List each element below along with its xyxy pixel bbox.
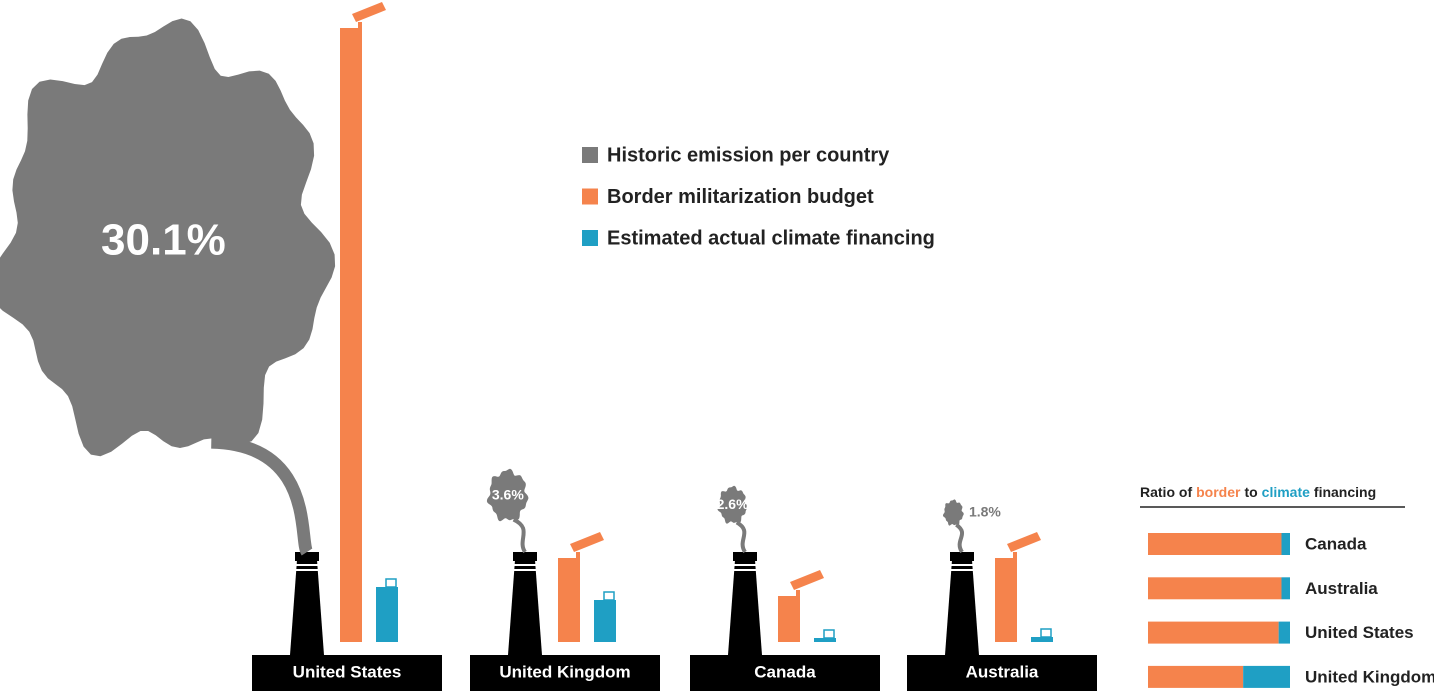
emission-cloud — [717, 485, 748, 524]
chimney-stripe — [296, 569, 318, 571]
camera-mount — [796, 590, 800, 596]
chimney — [945, 560, 979, 655]
chimney-stripe — [296, 564, 318, 566]
house-icon — [385, 578, 397, 588]
chimney-stripe — [514, 569, 536, 571]
smoke-trail — [512, 517, 527, 554]
bar — [594, 600, 616, 642]
bar — [995, 558, 1017, 642]
camera-icon — [790, 570, 824, 590]
bar — [558, 558, 580, 642]
emission-label: 3.6% — [492, 486, 524, 502]
ratio-title-part: financing — [1314, 484, 1376, 500]
legend-label: Historic emission per country — [607, 144, 890, 166]
camera-mount — [1013, 552, 1017, 558]
ratio-category: United Kingdom — [1305, 667, 1434, 686]
ratio-segment — [1148, 533, 1282, 555]
chimney-stripe — [734, 564, 756, 566]
category-label: Canada — [754, 662, 816, 681]
bar — [778, 596, 800, 642]
ratio-segment — [1281, 533, 1290, 555]
ground-block — [470, 655, 660, 691]
emission-cloud — [0, 18, 336, 457]
category-label: United Kingdom — [499, 662, 630, 681]
house-icon — [1040, 628, 1052, 638]
ratio-title-part: to — [1244, 484, 1257, 500]
ratio-segment — [1148, 621, 1279, 644]
chimney — [290, 560, 324, 655]
legend-label: Border militarization budget — [607, 186, 874, 208]
category-label: Australia — [966, 662, 1039, 681]
camera-mount — [358, 22, 362, 28]
smoke-trail — [954, 523, 965, 554]
ratio-segment — [1278, 621, 1290, 644]
category-label: United States — [293, 662, 402, 681]
emission-label: 2.6% — [717, 496, 749, 512]
ratio-title-part: climate — [1262, 484, 1310, 500]
ground-block — [907, 655, 1097, 691]
ground-block — [252, 655, 442, 691]
ratio-category: United States — [1305, 623, 1414, 642]
ratio-category: Australia — [1305, 579, 1378, 598]
chimney-stripe — [734, 569, 756, 571]
bar — [340, 28, 362, 642]
chimney-cap — [733, 552, 757, 561]
ratio-title-part: Ratio of — [1140, 484, 1192, 500]
legend-swatch — [582, 188, 598, 205]
camera-icon — [352, 2, 386, 22]
emission-cloud — [486, 468, 529, 522]
chimney — [508, 560, 542, 655]
legend-swatch — [582, 230, 598, 246]
chimney-cap — [513, 552, 537, 561]
legend-label: Estimated actual climate financing — [607, 227, 935, 249]
bar — [376, 587, 398, 642]
ratio-segment — [1243, 665, 1290, 688]
camera-icon — [1007, 532, 1041, 552]
ratio-segment — [1148, 577, 1282, 600]
bar — [814, 638, 836, 642]
chimney-stripe — [951, 564, 973, 566]
smoke-trail — [735, 520, 747, 554]
emission-label: 1.8% — [969, 504, 1001, 520]
emission-label: 30.1% — [101, 215, 226, 264]
chimney-stripe — [514, 564, 536, 566]
ratio-segment — [1281, 577, 1290, 600]
smoke-trail — [211, 435, 313, 556]
chimney-cap — [950, 552, 974, 561]
house-icon — [823, 629, 835, 639]
emission-cloud — [943, 499, 964, 526]
chimney-stripe — [951, 569, 973, 571]
chimney — [728, 560, 762, 655]
ratio-category: Canada — [1305, 534, 1367, 553]
house-icon — [603, 591, 615, 601]
camera-icon — [570, 532, 604, 552]
ratio-title: Ratio of border to climate financing — [1140, 484, 1376, 500]
ratio-segment — [1148, 665, 1244, 688]
camera-mount — [576, 552, 580, 558]
ground-block — [690, 655, 880, 691]
legend-swatch — [582, 147, 598, 163]
chimney-cap — [295, 552, 319, 561]
bar — [1031, 637, 1053, 642]
ratio-title-part: border — [1196, 484, 1241, 500]
